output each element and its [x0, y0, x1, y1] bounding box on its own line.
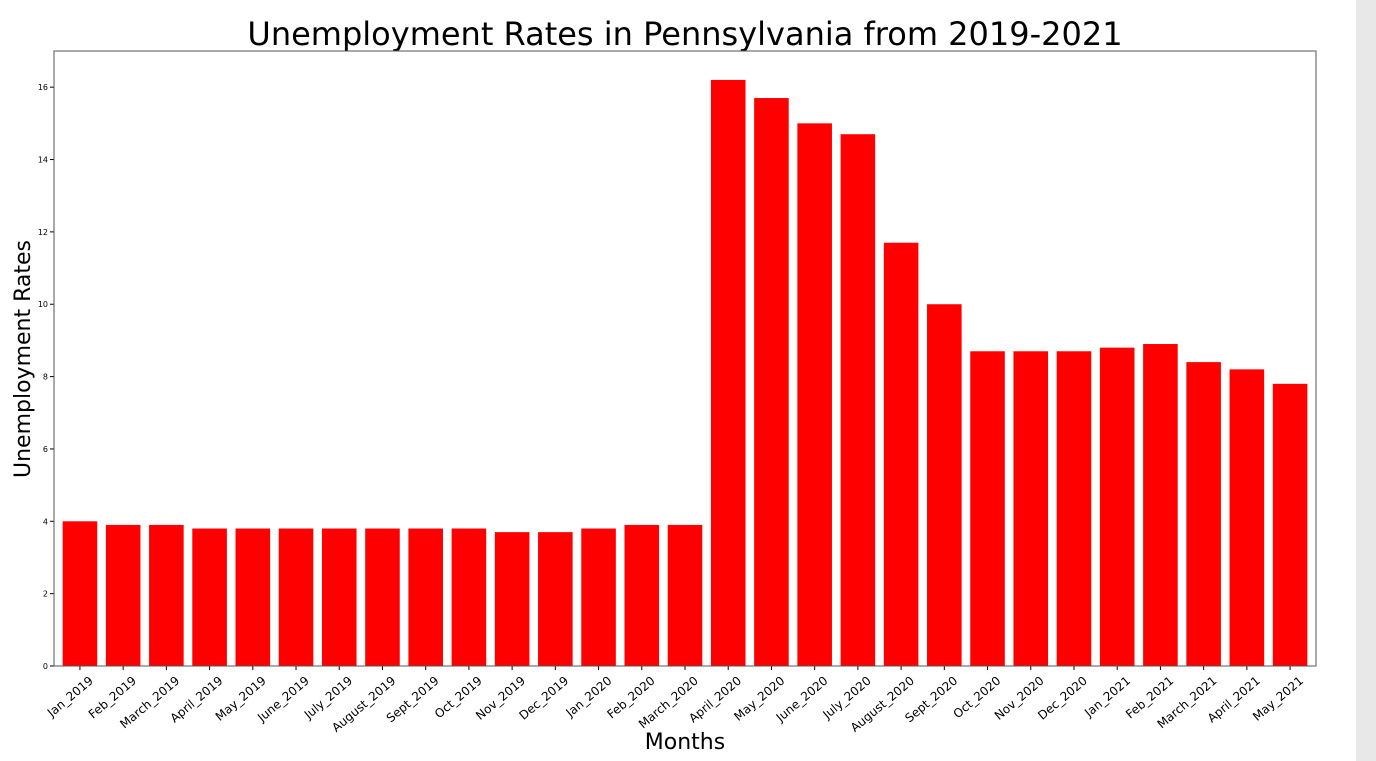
bar-Jan_2019 [62, 521, 98, 666]
bar-May_2020 [754, 98, 789, 666]
bar-Jan_2020 [581, 528, 616, 666]
bar-Feb_2019 [105, 524, 141, 666]
bar-Nov_2019 [494, 532, 530, 666]
bar-June_2019 [278, 528, 314, 666]
bar-Sept_2020 [927, 304, 962, 666]
bar-June_2020 [797, 123, 832, 666]
bars-layer [62, 79, 1308, 667]
y-tick-label: 6 [43, 445, 48, 454]
y-tick-label: 8 [43, 373, 48, 382]
bar-March_2020 [667, 524, 703, 666]
bar-Dec_2019 [538, 532, 573, 666]
x-axis: Jan_2019Feb_2019March_2019April_2019May_… [44, 666, 1306, 735]
bar-April_2020 [710, 79, 746, 667]
bar-Oct_2020 [970, 351, 1005, 666]
bar-July_2020 [840, 134, 876, 667]
y-axis: 0 2 4 6 8 10 12 14 16 [38, 83, 54, 671]
bar-April_2021 [1229, 369, 1265, 666]
bar-August_2019 [365, 528, 400, 666]
x-axis-label: Months [645, 730, 725, 755]
bar-March_2021 [1186, 362, 1221, 666]
bar-Jan_2021 [1099, 347, 1135, 666]
chart-title: Unemployment Rates in Pennsylvania from … [247, 15, 1122, 53]
y-tick-label: 16 [38, 83, 48, 92]
bar-April_2019 [192, 528, 227, 666]
bar-May_2019 [235, 528, 271, 666]
bar-Oct_2019 [451, 528, 487, 666]
y-tick-label: 2 [43, 590, 48, 599]
plot-frame [53, 50, 1317, 667]
bar-Feb_2021 [1143, 344, 1178, 666]
y-tick-label: 12 [38, 228, 48, 237]
y-tick-label: 10 [38, 300, 48, 309]
y-tick-label: 14 [38, 156, 48, 165]
bar-Dec_2020 [1056, 351, 1092, 666]
y-tick-label: 0 [43, 662, 48, 671]
bar-May_2021 [1272, 383, 1308, 666]
bar-July_2019 [321, 528, 357, 666]
bar-Sept_2019 [408, 528, 443, 666]
bar-Feb_2020 [624, 524, 660, 666]
bar-March_2019 [149, 524, 184, 666]
y-axis-label: Unemployment Rates [11, 240, 36, 478]
bar-August_2020 [883, 242, 919, 666]
bar-Nov_2020 [1013, 351, 1049, 666]
vertical-scrollbar[interactable] [1356, 0, 1376, 761]
y-tick-label: 4 [43, 517, 48, 526]
